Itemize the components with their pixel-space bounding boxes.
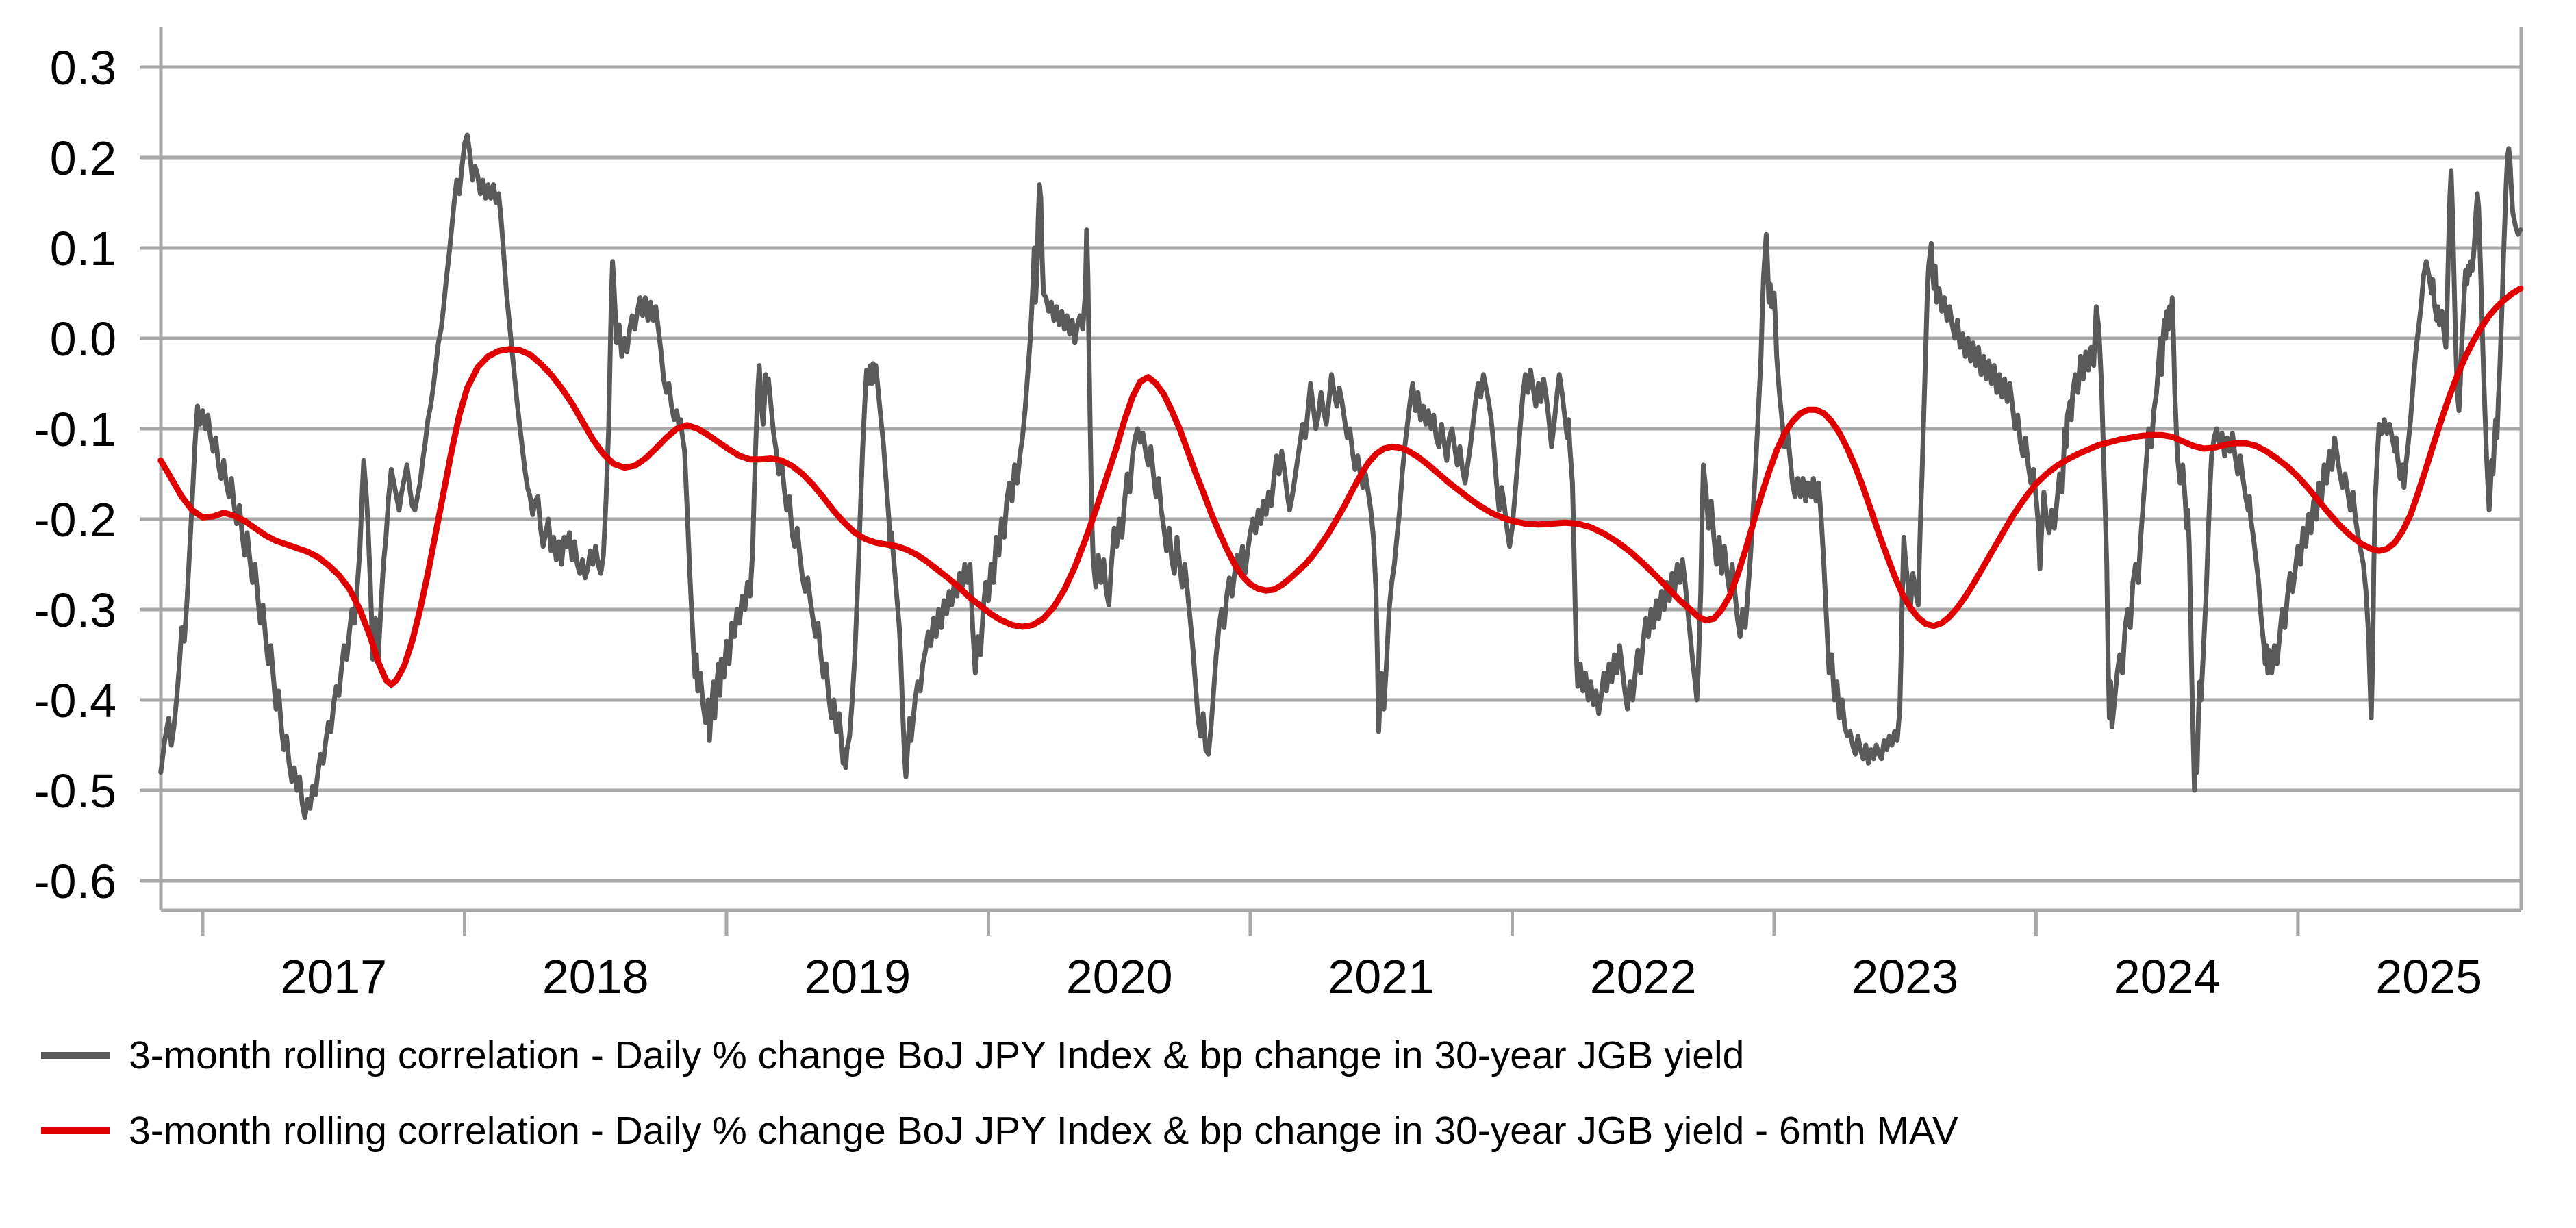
red-line-swatch-icon	[41, 1127, 110, 1134]
y-tick-label: -0.1	[34, 403, 116, 456]
gridlines	[161, 65, 2521, 883]
gray-line-swatch-icon	[41, 1052, 110, 1059]
y-tick-label: 0.1	[50, 222, 116, 275]
legend-label-gray: 3-month rolling correlation - Daily % ch…	[129, 1033, 1745, 1077]
x-tick-label: 2018	[542, 950, 649, 1003]
series-line-gray	[158, 132, 2523, 820]
y-tick-label: 0.2	[50, 131, 116, 185]
x-tick-label: 2020	[1066, 950, 1173, 1003]
y-tick-label: -0.2	[34, 493, 116, 547]
axis-labels: 0.3 0.2 0.1 0.0 -0.1 -0.2 -0.3 -0.4 -0.5 -0.6 2017…	[34, 41, 2482, 1003]
series-line-red	[157, 285, 2524, 688]
x-tick-label: 2022	[1590, 950, 1697, 1003]
x-tick-label: 2023	[1852, 950, 1958, 1003]
x-tick-label: 2025	[2375, 950, 2482, 1003]
y-tick-label: -0.6	[34, 855, 116, 908]
y-tick-label: 0.0	[50, 312, 116, 366]
x-tick-label: 2024	[2114, 950, 2221, 1003]
y-tick-label: -0.5	[34, 764, 116, 818]
legend-label-red: 3-month rolling correlation - Daily % ch…	[129, 1108, 1958, 1153]
series-lines	[157, 132, 2524, 820]
y-tick-label: -0.4	[34, 674, 116, 727]
legend: 3-month rolling correlation - Daily % ch…	[41, 1033, 1958, 1183]
x-tick-label: 2021	[1328, 950, 1435, 1003]
y-tick-label: -0.3	[34, 584, 116, 637]
x-tick-label: 2019	[804, 950, 911, 1003]
axes	[140, 27, 2523, 936]
legend-item-red: 3-month rolling correlation - Daily % ch…	[41, 1108, 1958, 1153]
legend-item-gray: 3-month rolling correlation - Daily % ch…	[41, 1033, 1958, 1078]
x-tick-label: 2017	[280, 950, 387, 1003]
y-tick-label: 0.3	[50, 41, 116, 95]
